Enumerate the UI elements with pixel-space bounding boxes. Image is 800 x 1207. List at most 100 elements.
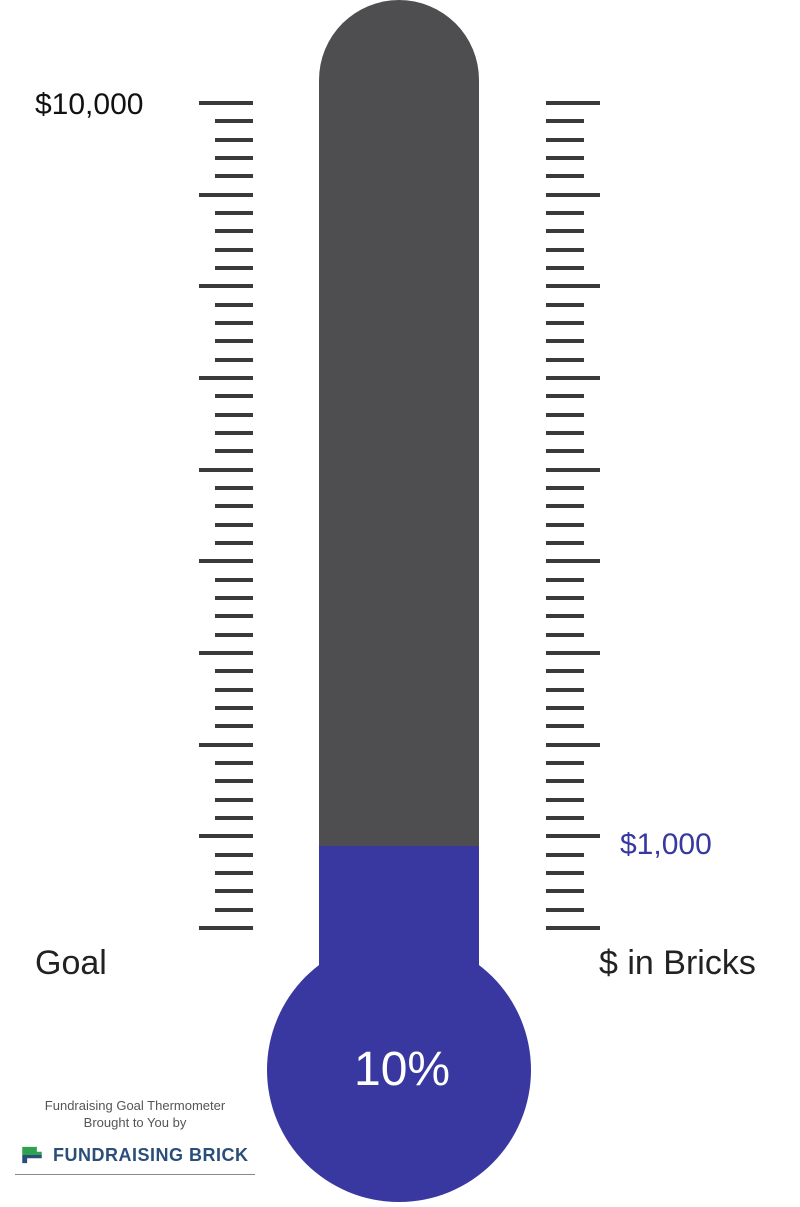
scale-tick (546, 908, 584, 912)
scale-tick (546, 651, 600, 655)
scale-tick (215, 889, 253, 893)
scale-tick (199, 101, 253, 105)
scale-tick (546, 486, 584, 490)
scale-tick (215, 871, 253, 875)
scale-tick (546, 193, 600, 197)
scale-tick (215, 908, 253, 912)
current-amount-label: $1,000 (620, 828, 712, 862)
scale-tick (546, 394, 584, 398)
scale-tick (546, 101, 600, 105)
raised-label: $ in Bricks (599, 944, 756, 983)
scale-tick (199, 559, 253, 563)
scale-tick (546, 706, 584, 710)
scale-tick (199, 926, 253, 930)
scale-tick (546, 138, 584, 142)
scale-tick (215, 541, 253, 545)
scale-tick (215, 303, 253, 307)
scale-tick (215, 761, 253, 765)
scale-tick (546, 248, 584, 252)
scale-tick (215, 138, 253, 142)
scale-tick (546, 156, 584, 160)
scale-tick (215, 853, 253, 857)
scale-tick (215, 394, 253, 398)
scale-tick (546, 779, 584, 783)
scale-tick (546, 174, 584, 178)
brick-logo-icon (19, 1142, 45, 1168)
scale-tick (546, 761, 584, 765)
scale-tick (215, 449, 253, 453)
scale-tick (215, 119, 253, 123)
scale-tick (199, 193, 253, 197)
credit-box: Fundraising Goal Thermometer Brought to Y… (15, 1098, 255, 1175)
scale-tick (215, 504, 253, 508)
scale-tick (215, 633, 253, 637)
scale-tick (215, 523, 253, 527)
scale-tick (215, 321, 253, 325)
scale-tick (546, 578, 584, 582)
scale-tick (546, 798, 584, 802)
credit-line1: Fundraising Goal Thermometer (15, 1098, 255, 1113)
scale-tick (546, 303, 584, 307)
credit-logo: FUNDRAISING BRICK (15, 1142, 255, 1168)
scale-tick (215, 229, 253, 233)
scale-tick (215, 688, 253, 692)
scale-tick (546, 853, 584, 857)
scale-tick (546, 688, 584, 692)
scale-tick (546, 834, 600, 838)
scale-tick (215, 724, 253, 728)
scale-tick (546, 633, 584, 637)
scale-tick (215, 798, 253, 802)
scale-tick (546, 559, 600, 563)
scale-tick (546, 523, 584, 527)
scale-tick (546, 339, 584, 343)
scale-tick (215, 211, 253, 215)
scale-tick (546, 284, 600, 288)
scale-tick (546, 541, 584, 545)
scale-tick (215, 248, 253, 252)
scale-tick (215, 339, 253, 343)
scale-tick (215, 669, 253, 673)
scale-tick (199, 376, 253, 380)
scale-tick (546, 504, 584, 508)
percent-label: 10% (354, 1042, 450, 1097)
scale-tick (546, 413, 584, 417)
scale-tick (546, 724, 584, 728)
scale-tick (546, 119, 584, 123)
scale-tick (546, 358, 584, 362)
scale-tick (215, 706, 253, 710)
scale-tick (546, 871, 584, 875)
thermometer-tube (319, 0, 479, 940)
goal-amount-label: $10,000 (35, 88, 143, 122)
scale-tick (199, 743, 253, 747)
scale-tick (546, 614, 584, 618)
scale-tick (546, 669, 584, 673)
scale-tick (546, 321, 584, 325)
scale-tick (199, 834, 253, 838)
scale-tick (215, 413, 253, 417)
scale-tick (215, 779, 253, 783)
scale-tick (546, 431, 584, 435)
scale-tick (546, 816, 584, 820)
scale-tick (546, 926, 600, 930)
scale-tick (546, 743, 600, 747)
scale-tick (199, 468, 253, 472)
credit-brand: FUNDRAISING BRICK (53, 1145, 249, 1166)
scale-tick (215, 596, 253, 600)
scale-tick (546, 376, 600, 380)
goal-label: Goal (35, 944, 107, 983)
scale-tick (546, 468, 600, 472)
scale-tick (215, 174, 253, 178)
scale-tick (546, 266, 584, 270)
scale-tick (546, 596, 584, 600)
scale-tick (546, 449, 584, 453)
scale-tick (215, 486, 253, 490)
scale-tick (199, 651, 253, 655)
scale-tick (215, 816, 253, 820)
credit-line2: Brought to You by (15, 1115, 255, 1130)
scale-tick (546, 889, 584, 893)
scale-tick (215, 578, 253, 582)
scale-tick (215, 266, 253, 270)
scale-tick (199, 284, 253, 288)
scale-tick (215, 156, 253, 160)
scale-tick (215, 614, 253, 618)
